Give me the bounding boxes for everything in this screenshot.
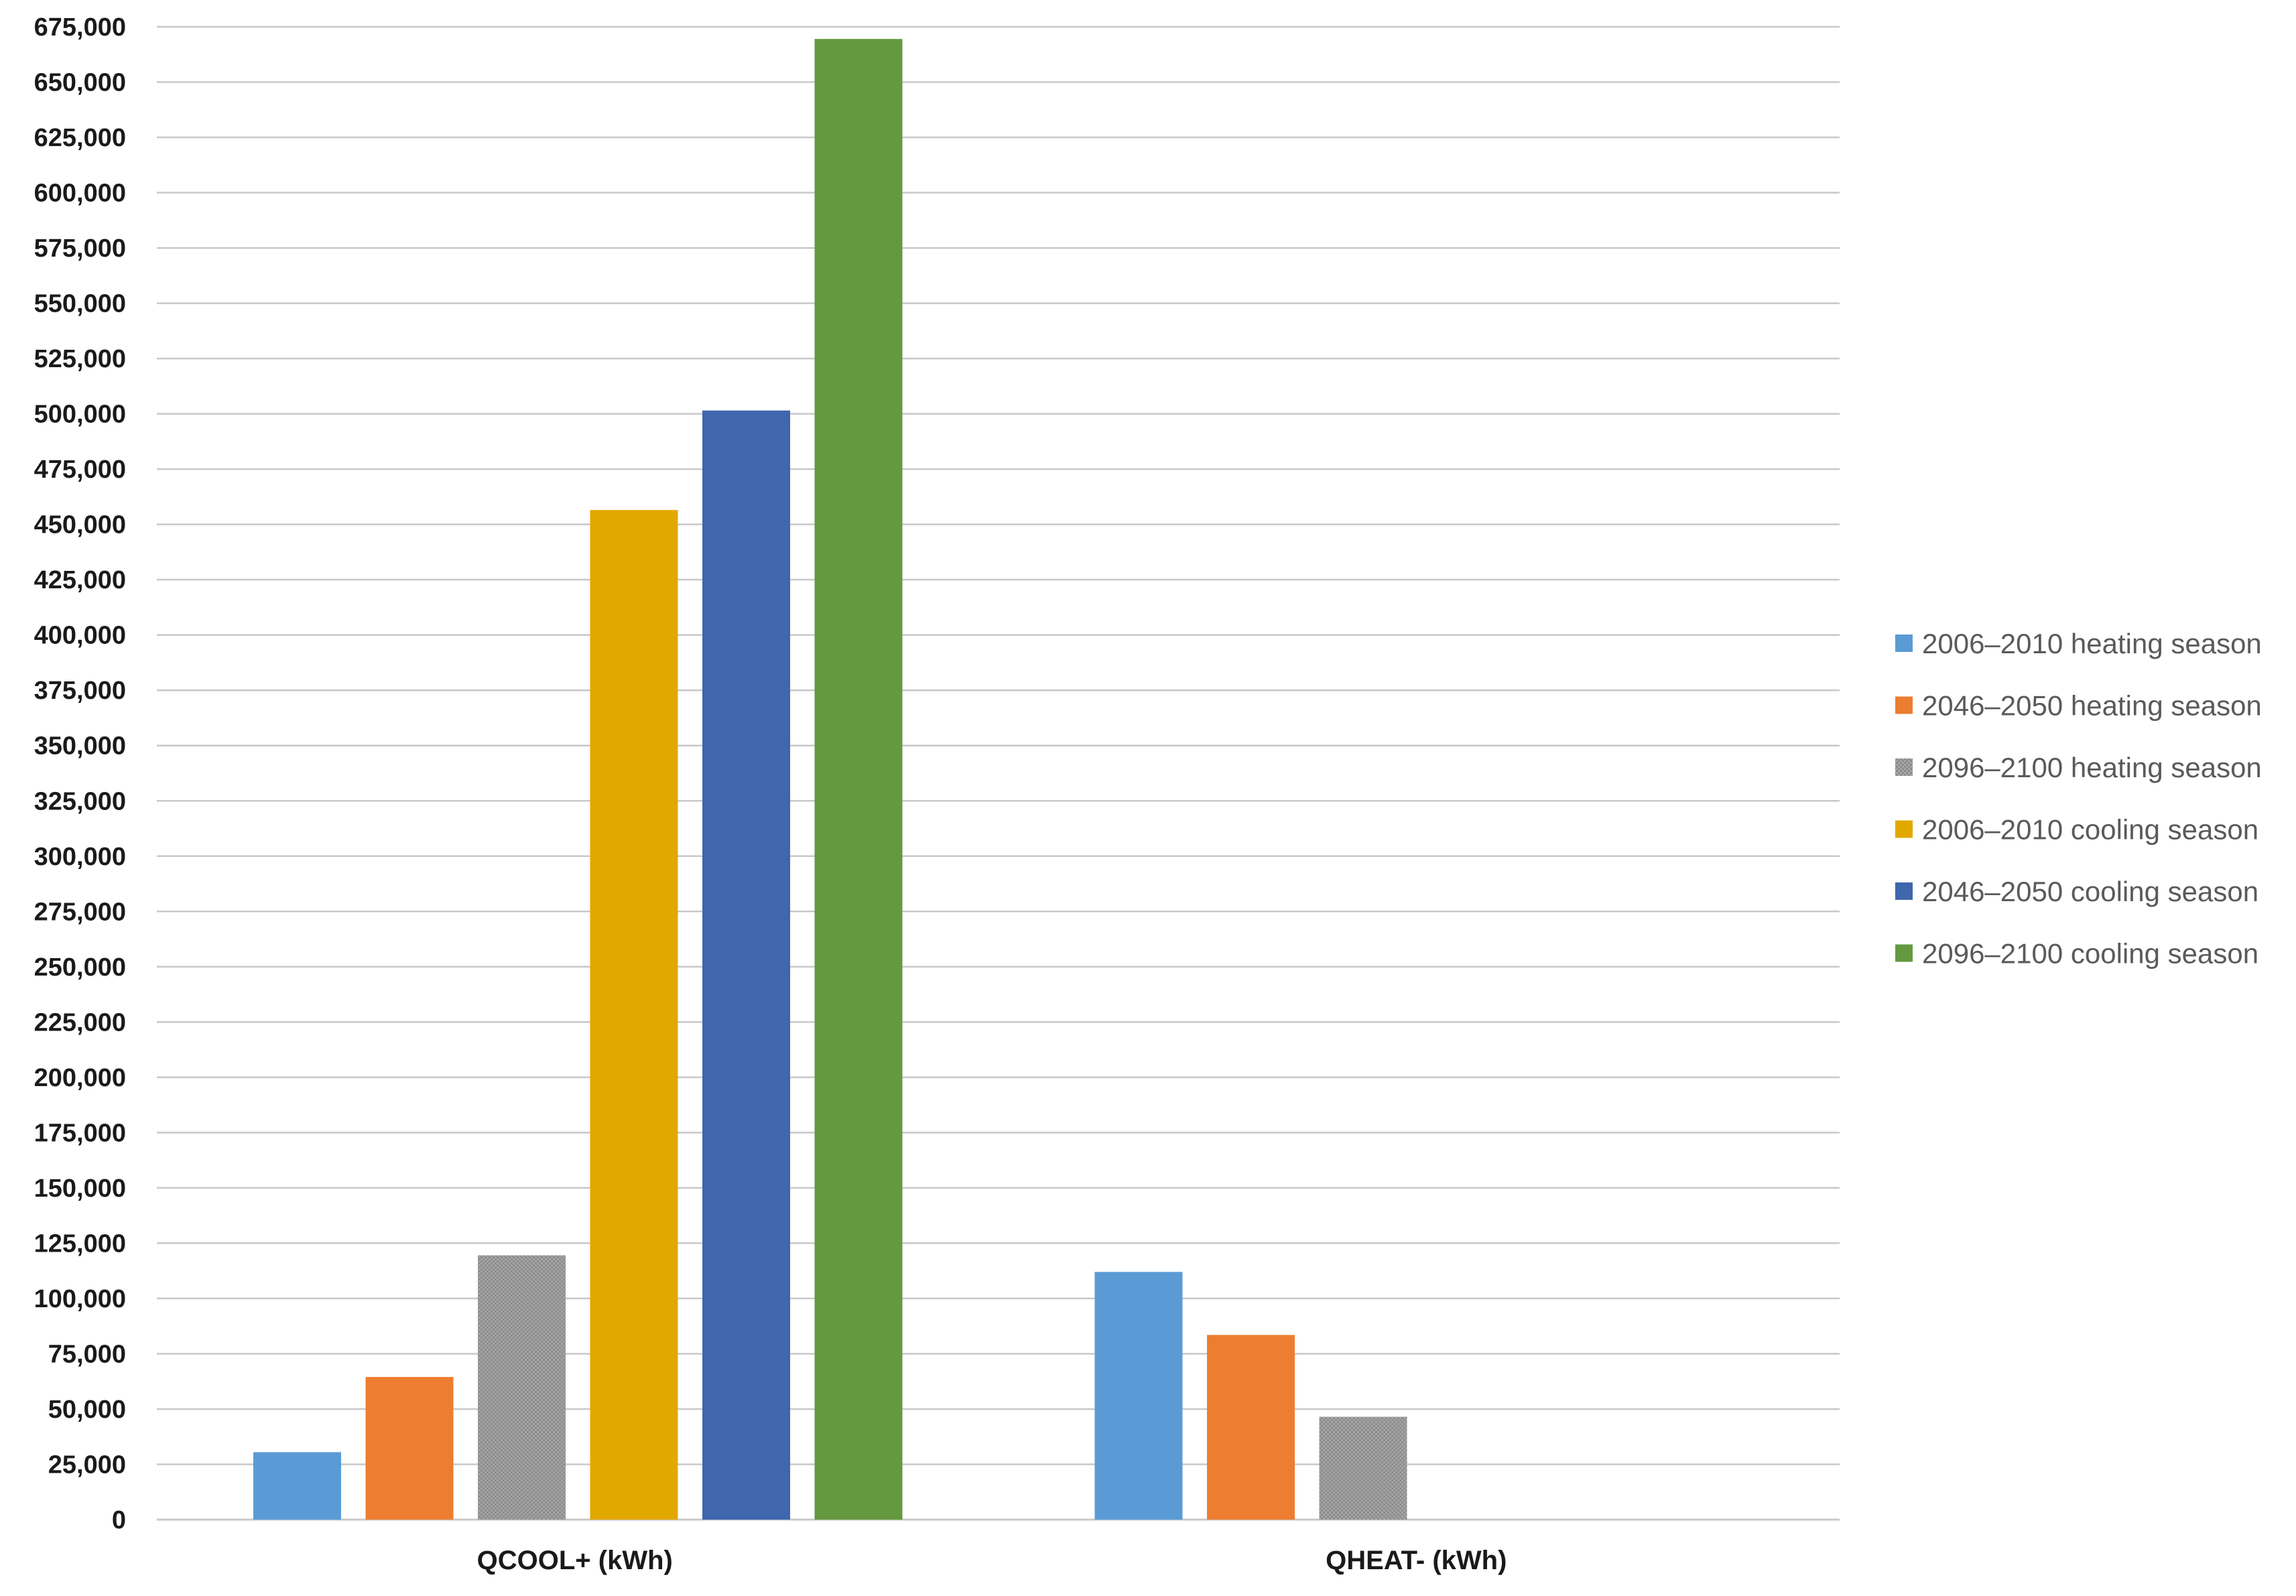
bar (478, 1255, 566, 1520)
y-tick-label: 575,000 (34, 235, 126, 263)
legend-label: 2096–2100 heating season (1922, 752, 2262, 783)
bar (590, 510, 678, 1520)
bar (253, 1452, 341, 1520)
legend-label: 2046–2050 cooling season (1922, 876, 2258, 907)
bar (365, 1377, 454, 1520)
y-tick-label: 100,000 (34, 1285, 126, 1313)
y-tick-label: 625,000 (34, 124, 126, 152)
legend-swatch (1895, 882, 1913, 900)
bar (702, 410, 790, 1520)
y-tick-label: 125,000 (34, 1229, 126, 1258)
y-tick-label: 675,000 (34, 13, 126, 42)
legend-swatch (1895, 635, 1913, 652)
bars (253, 39, 1407, 1520)
bar (814, 39, 903, 1520)
legend-label: 2046–2050 heating season (1922, 690, 2262, 722)
y-tick-label: 375,000 (34, 677, 126, 705)
y-tick-label: 525,000 (34, 345, 126, 373)
y-tick-label: 200,000 (34, 1064, 126, 1092)
y-tick-label: 225,000 (34, 1008, 126, 1037)
y-tick-label: 400,000 (34, 622, 126, 650)
gridlines (157, 25, 1840, 1521)
legend-swatch (1895, 696, 1913, 714)
y-tick-label: 50,000 (48, 1396, 126, 1424)
y-tick-label: 150,000 (34, 1175, 126, 1203)
y-tick-label: 300,000 (34, 843, 126, 871)
y-tick-label: 0 (112, 1506, 126, 1534)
bar (1319, 1416, 1407, 1520)
y-tick-label: 25,000 (48, 1451, 126, 1479)
legend-label: 2006–2010 heating season (1922, 628, 2262, 659)
y-tick-label: 425,000 (34, 566, 126, 594)
y-tick-label: 600,000 (34, 180, 126, 208)
y-tick-label: 250,000 (34, 953, 126, 982)
y-tick-label: 650,000 (34, 69, 126, 97)
y-tick-label: 350,000 (34, 732, 126, 760)
y-tick-label: 175,000 (34, 1119, 126, 1147)
legend-swatch (1895, 944, 1913, 962)
x-tick-label: QHEAT- (kWh) (1326, 1546, 1507, 1575)
axes: 0 25,000 50,000 75,000 100,000 125,000 150,000… (34, 13, 1507, 1575)
bar (1094, 1272, 1183, 1520)
y-tick-label: 275,000 (34, 898, 126, 926)
legend-label: 2006–2010 cooling season (1922, 814, 2258, 846)
legend-label: 2096–2100 cooling season (1922, 938, 2258, 970)
legend: 2006–2010 heating season 2046–2050 heatin… (1895, 628, 2262, 970)
y-tick-label: 475,000 (34, 456, 126, 484)
y-tick-label: 450,000 (34, 511, 126, 539)
bar (1207, 1335, 1295, 1520)
y-tick-label: 550,000 (34, 290, 126, 318)
y-tick-label: 500,000 (34, 401, 126, 429)
legend-swatch (1895, 758, 1913, 776)
legend-swatch (1895, 820, 1913, 838)
y-tick-label: 325,000 (34, 787, 126, 815)
x-tick-label: QCOOL+ (kWh) (477, 1546, 673, 1575)
y-tick-label: 75,000 (48, 1340, 126, 1368)
